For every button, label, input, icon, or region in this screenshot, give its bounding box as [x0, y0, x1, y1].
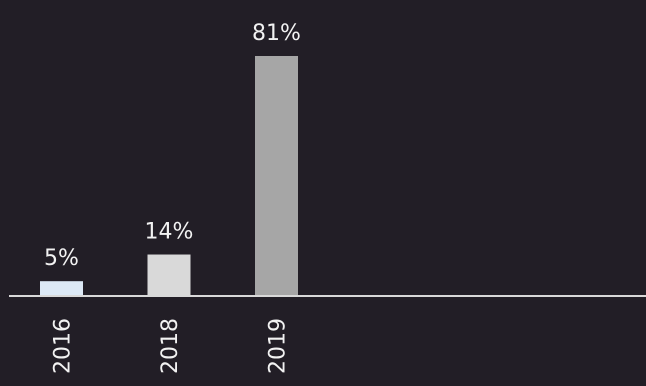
- x-tick-label-2016: 2016: [51, 318, 76, 374]
- bars-layer: [40, 56, 298, 296]
- x-tick-label-2019: 2019: [266, 318, 291, 374]
- bar-2016: [40, 281, 83, 296]
- data-labels-layer: 5% 14% 81%: [44, 21, 301, 271]
- bar-2018: [147, 254, 191, 296]
- data-label-2019: 81%: [252, 21, 301, 46]
- bar-2019: [255, 56, 298, 296]
- x-tick-label-2018: 2018: [158, 318, 183, 374]
- data-label-2018: 14%: [145, 220, 194, 245]
- data-label-2016: 5%: [44, 246, 79, 271]
- x-tick-labels-layer: 2016 2018 2019: [51, 318, 291, 374]
